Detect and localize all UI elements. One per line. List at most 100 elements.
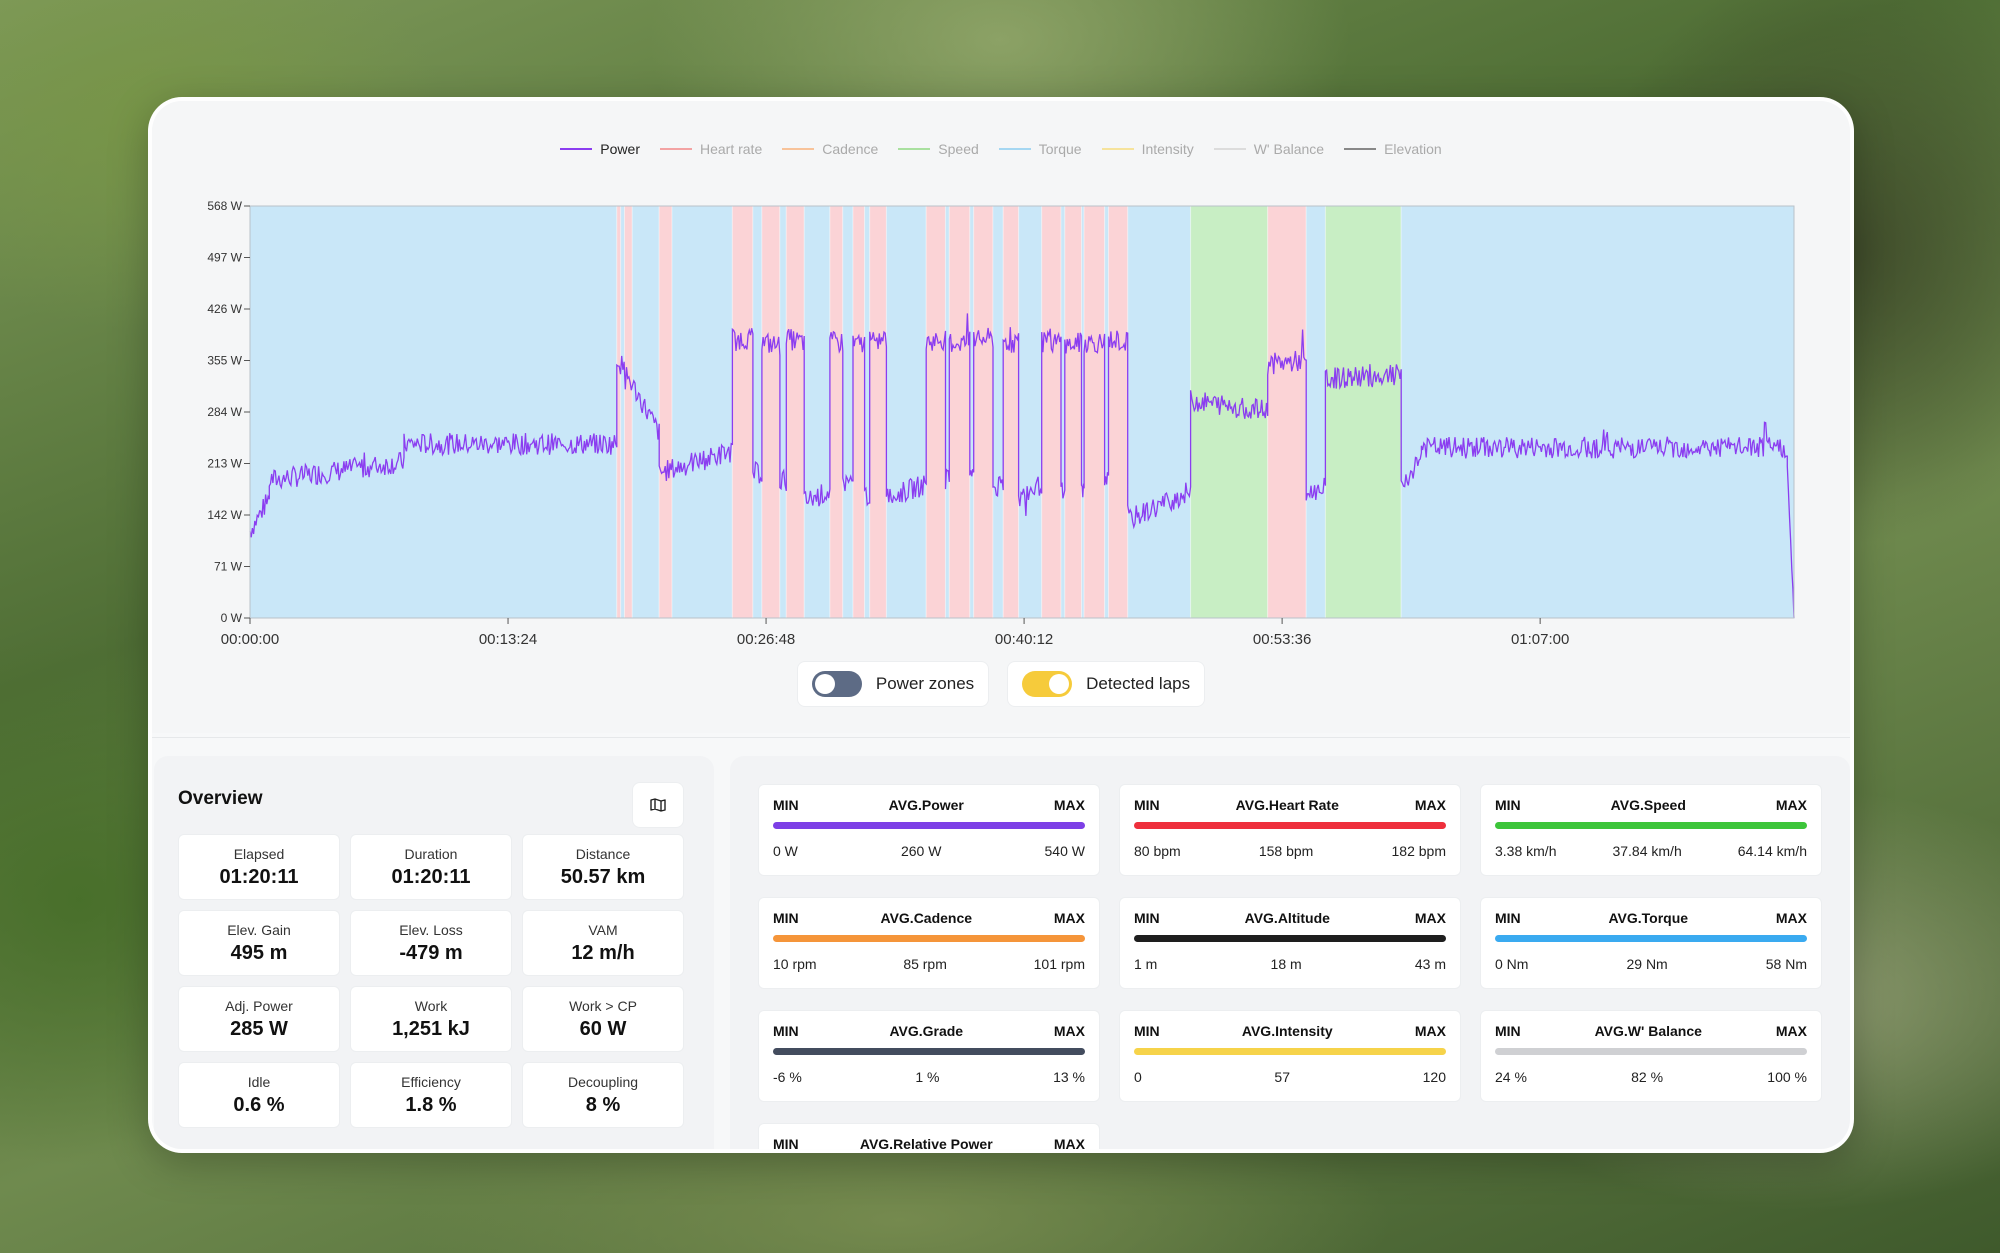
detected-laps-toggle[interactable]: Detected laps: [1007, 661, 1206, 707]
power-series-line: [249, 313, 1795, 619]
legend-label: Intensity: [1141, 141, 1194, 157]
legend-cadence[interactable]: Cadence: [782, 141, 878, 157]
stat-card-power: MIN AVG.Power MAX 0 W 260 W 540 W: [758, 784, 1100, 876]
y-tick-label: 213 W: [207, 457, 242, 471]
stat-bar: [773, 822, 1085, 829]
zone-band: [779, 205, 787, 619]
power-chart[interactable]: 568 W 497 W 426 W 355 W 284 W 213 W 142 W 71 W 0…: [152, 101, 1850, 661]
stat-card-heart-rate: MIN AVG.Heart Rate MAX 80 bpm 158 bpm 182 bp…: [1119, 784, 1461, 876]
stat-max: 13 %: [1053, 1069, 1085, 1085]
zone-band: [1107, 205, 1129, 619]
legend-label: Torque: [1038, 141, 1082, 157]
overview-cell-elapsed: Elapsed 01:20:11: [178, 834, 340, 900]
power-zones-switch[interactable]: [811, 671, 862, 697]
stat-max: 64.14 km/h: [1737, 843, 1807, 859]
legend-speed[interactable]: Speed: [898, 141, 979, 157]
zone-band: [1267, 205, 1307, 619]
stat-min-label: MIN: [1495, 910, 1521, 926]
y-tick-label: 142 W: [207, 508, 242, 522]
overview-value: 50.57 km: [560, 865, 646, 888]
stat-min: 80 bpm: [1134, 843, 1181, 859]
overview-label: VAM: [588, 921, 618, 938]
zone-band: [761, 205, 781, 619]
section-divider: [152, 737, 1850, 738]
overview-value: 0.6 %: [233, 1093, 285, 1116]
activity-card: Power Heart rate Cadence Speed Torque In…: [148, 97, 1854, 1153]
map-icon: [650, 798, 666, 812]
detected-laps-switch[interactable]: [1022, 671, 1073, 697]
zone-band: [1190, 205, 1269, 619]
stat-max: 100 %: [1767, 1069, 1807, 1085]
legend-swatch: [659, 148, 692, 150]
legend-power[interactable]: Power: [560, 141, 640, 157]
overview-value: 60 W: [579, 1017, 627, 1040]
x-tick-label: 01:07:00: [1511, 631, 1569, 648]
stat-max: 101 rpm: [1033, 956, 1085, 972]
stat-avg: 158 bpm: [1258, 843, 1314, 859]
y-tick-label: 0 W: [221, 611, 243, 625]
stat-title: AVG.Cadence: [880, 910, 973, 926]
overview-label: Elev. Loss: [399, 921, 463, 938]
stat-min: -6 %: [773, 1069, 802, 1085]
overview-cell-decoupling: Decoupling 8 %: [522, 1062, 684, 1128]
power-zones-toggle[interactable]: Power zones: [796, 661, 990, 707]
stat-min-label: MIN: [773, 910, 799, 926]
stat-avg: 82 %: [1631, 1069, 1664, 1085]
overview-grid: Elapsed 01:20:11 Duration 01:20:11 Distanc…: [178, 834, 684, 1128]
overview-cell-work-cp: Work > CP 60 W: [522, 986, 684, 1052]
zone-band: [1064, 205, 1083, 619]
stat-title: AVG.Power: [888, 797, 964, 813]
y-tick-label: 568 W: [207, 199, 242, 213]
x-tick-label: 00:53:36: [1253, 631, 1311, 648]
overview-value: 285 W: [230, 1017, 288, 1040]
power-zones-label: Power zones: [875, 674, 975, 693]
zone-band: [1324, 205, 1402, 619]
y-tick-label: 426 W: [207, 302, 242, 316]
stat-max-label: MAX: [1053, 797, 1085, 813]
overview-panel: Overview Elapsed 01:20:11 Duration 01:20:1…: [154, 756, 714, 1149]
legend-swatch: [998, 148, 1031, 150]
legend-label: Cadence: [822, 141, 879, 157]
stat-bar: [1134, 935, 1446, 942]
zone-band: [1400, 205, 1795, 619]
x-tick-label: 00:26:48: [737, 631, 795, 648]
overview-label: Decoupling: [567, 1073, 639, 1090]
legend-intensity[interactable]: Intensity: [1101, 141, 1194, 157]
zone-band: [671, 205, 733, 619]
overview-label: Distance: [575, 845, 631, 862]
map-button[interactable]: [632, 782, 684, 828]
chart-legend: Power Heart rate Cadence Speed Torque In…: [152, 141, 1850, 157]
legend-label: W' Balance: [1253, 141, 1325, 157]
stat-max-label: MAX: [1414, 1023, 1446, 1039]
overview-value: 12 m/h: [571, 941, 635, 964]
chart-toggles: Power zones Detected laps: [152, 661, 1850, 707]
legend-heart-rate[interactable]: Heart rate: [659, 141, 763, 157]
stat-min: 0: [1134, 1069, 1142, 1085]
legend-swatch: [898, 148, 931, 150]
stat-max-label: MAX: [1414, 910, 1446, 926]
zone-band: [1018, 205, 1043, 619]
legend-label: Elevation: [1384, 141, 1442, 157]
stat-title: AVG.Speed: [1610, 797, 1686, 813]
stat-max: 120: [1422, 1069, 1446, 1085]
overview-cell-distance: Distance 50.57 km: [522, 834, 684, 900]
overview-cell-efficiency: Efficiency 1.8 %: [350, 1062, 512, 1128]
legend-w-balance[interactable]: W' Balance: [1213, 141, 1325, 157]
legend-torque[interactable]: Torque: [998, 141, 1082, 157]
stat-max-label: MAX: [1414, 797, 1446, 813]
overview-value: 1,251 kJ: [392, 1017, 470, 1040]
stat-title: AVG.Grade: [889, 1023, 964, 1039]
overview-cell-work: Work 1,251 kJ: [350, 986, 512, 1052]
legend-label: Heart rate: [699, 141, 763, 157]
x-tick-label: 00:13:24: [479, 631, 537, 648]
zones-layer: [249, 205, 1795, 619]
stat-bar: [1495, 935, 1807, 942]
stat-card-torque: MIN AVG.Torque MAX 0 Nm 29 Nm 58 Nm: [1480, 897, 1822, 989]
legend-elevation[interactable]: Elevation: [1344, 141, 1442, 157]
overview-label: Duration: [404, 845, 458, 862]
stat-bar: [773, 1048, 1085, 1055]
stat-max: 540 W: [1044, 843, 1085, 859]
legend-swatch: [1101, 148, 1134, 150]
stat-min-label: MIN: [1134, 797, 1160, 813]
overview-label: Elev. Gain: [227, 921, 291, 938]
